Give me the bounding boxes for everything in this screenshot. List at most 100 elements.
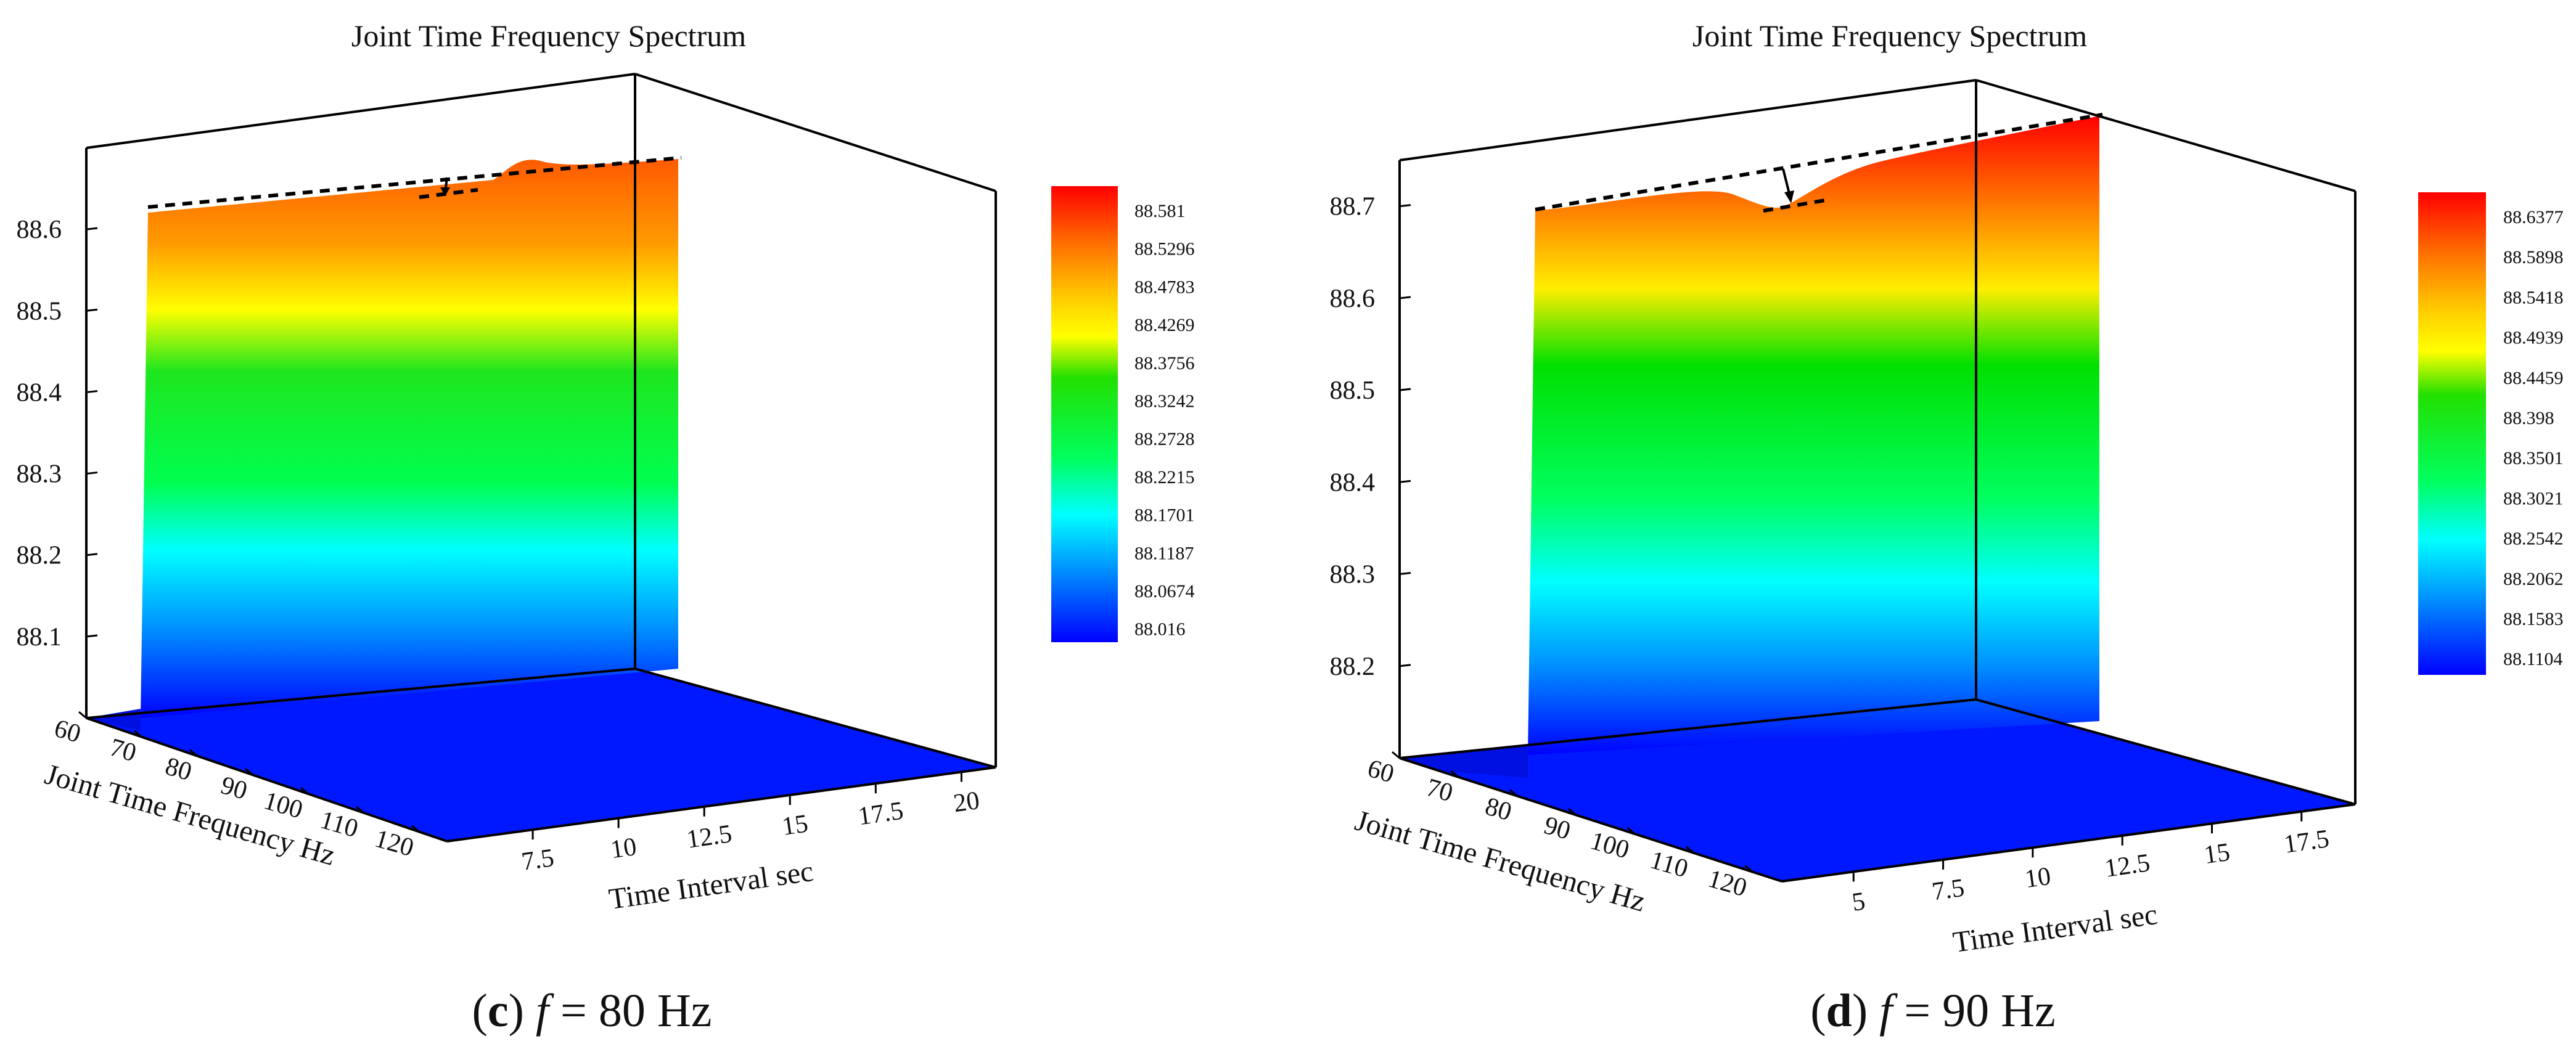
z-tick-label: 88.7 <box>1330 193 1376 221</box>
colorbar-labels: 88.6377 88.5898 88.5418 88.4939 88.4459 88.39… <box>2503 207 2564 669</box>
z-tick-label: 88.6 <box>17 216 62 244</box>
y-tick-mark <box>1685 846 1694 854</box>
x-tick-label: 12.5 <box>685 820 734 854</box>
z-ticks: 88.1 88.2 88.3 88.4 88.5 88.6 <box>17 216 98 651</box>
z-tick-mark <box>86 227 98 231</box>
y-tick-label: 110 <box>1647 846 1691 883</box>
colorbar-label: 88.1583 <box>2503 609 2564 629</box>
y-tick-label: 100 <box>1587 826 1632 865</box>
z-tick-label: 88.5 <box>1330 377 1376 405</box>
z-tick-label: 88.3 <box>1330 561 1376 589</box>
colorbar-label: 88.0674 <box>1134 581 1195 602</box>
z-tick-label: 88.4 <box>1330 468 1376 497</box>
colorbar-label: 88.2728 <box>1134 429 1195 449</box>
x-axis-label: Time Interval sec <box>607 855 815 916</box>
y-tick-mark <box>1568 808 1577 816</box>
colorbar-label: 88.4939 <box>2503 328 2564 348</box>
x-ticks: 5 7.5 10 12.5 15 17.5 <box>1850 811 2331 917</box>
y-tick-label: 90 <box>218 771 250 806</box>
z-tick-label: 88.2 <box>17 542 62 570</box>
z-tick-mark <box>86 308 98 312</box>
colorbar-label: 88.5418 <box>2503 287 2564 308</box>
z-tick-label: 88.5 <box>17 297 62 325</box>
colorbar <box>1051 186 1118 642</box>
trend-annotation <box>147 156 682 209</box>
z-tick-mark <box>86 553 98 557</box>
x-axis-label: Time Interval sec <box>1951 898 2159 959</box>
surface-wall <box>141 159 678 718</box>
x-tick-label: 7.5 <box>1930 874 1966 907</box>
y-tick-label: 60 <box>51 714 84 749</box>
colorbar-label: 88.016 <box>1134 619 1186 640</box>
axes-box <box>85 73 997 843</box>
x-tick-label: 5 <box>1850 887 1867 916</box>
panel-d: Joint Time Frequency Spectrum 88.2 88.3 88… <box>1330 18 2564 1037</box>
z-tick-label: 88.2 <box>1330 653 1376 681</box>
y-tick-label: 90 <box>1541 811 1573 846</box>
colorbar-label: 88.2062 <box>2503 569 2564 589</box>
y-tick-label: 120 <box>1705 865 1750 903</box>
y-tick-label: 80 <box>1482 792 1515 826</box>
y-tick-mark <box>1392 751 1400 759</box>
trend-annotation <box>1535 113 2103 213</box>
colorbar-label: 88.1701 <box>1134 505 1195 526</box>
y-tick-mark <box>134 730 142 738</box>
caption: (c) f = 80 Hz <box>472 985 712 1037</box>
y-tick-label: 100 <box>261 786 306 825</box>
chart-title: Joint Time Frequency Spectrum <box>1692 18 2087 53</box>
x-tick-label: 7.5 <box>520 844 556 876</box>
panel-c: Joint Time Frequency Spectrum 88.188.288… <box>17 18 1195 1037</box>
y-tick-mark <box>1509 789 1518 797</box>
colorbar-label: 88.1104 <box>2503 649 2562 669</box>
y-tick-mark <box>300 786 309 795</box>
y-tick-mark <box>411 825 420 833</box>
x-tick-label: 15 <box>780 809 810 841</box>
x-ticks: 7.5 10 12.5 15 17.5 20 <box>520 772 982 876</box>
surface-wall <box>1528 116 2099 755</box>
x-tick-label: 17.5 <box>856 796 905 831</box>
chart-title: Joint Time Frequency Spectrum <box>351 18 746 53</box>
colorbar-label: 88.4269 <box>1134 315 1195 335</box>
colorbar-label: 88.398 <box>2503 408 2554 428</box>
z-tick-mark <box>86 634 98 638</box>
y-tick-label: 120 <box>372 825 417 863</box>
z-tick-mark <box>1399 388 1411 391</box>
y-tick-label: 60 <box>1364 754 1397 789</box>
colorbar-label: 88.1187 <box>1134 543 1194 563</box>
colorbar-label: 88.5898 <box>2503 247 2564 267</box>
y-tick-mark <box>1744 865 1754 873</box>
colorbar-label: 88.3021 <box>2503 488 2564 508</box>
z-tick-mark <box>1399 664 1411 667</box>
z-tick-mark <box>1399 572 1411 576</box>
z-tick-mark <box>86 390 98 393</box>
z-tick-mark <box>1399 480 1411 483</box>
x-tick-label: 12.5 <box>2103 849 2152 883</box>
z-tick-label: 88.6 <box>1330 285 1376 313</box>
x-tick-label: 10 <box>2023 862 2053 894</box>
y-tick-label: 70 <box>107 733 139 768</box>
y-tick-mark <box>356 806 364 814</box>
caption: (d) f = 90 Hz <box>1810 985 2056 1037</box>
colorbar-label: 88.3756 <box>1134 353 1195 373</box>
x-tick-label: 20 <box>952 786 982 818</box>
axes-box <box>1398 79 2357 883</box>
z-tick-mark <box>1399 204 1411 208</box>
y-tick-label: 70 <box>1423 773 1456 808</box>
y-tick-label: 80 <box>162 752 195 786</box>
colorbar-label: 88.5296 <box>1134 239 1195 259</box>
y-tick-mark <box>78 711 87 719</box>
colorbar-labels: 88.581 88.5296 88.4783 88.4269 88.3756 88.324… <box>1134 201 1195 640</box>
surface-floor <box>86 669 996 841</box>
x-tick-label: 15 <box>2202 838 2232 870</box>
colorbar-label: 88.3501 <box>2503 448 2564 468</box>
z-tick-mark <box>1399 296 1411 300</box>
y-tick-mark <box>1450 770 1459 778</box>
surface-side <box>1400 746 1528 778</box>
colorbar-label: 88.4459 <box>2503 368 2564 388</box>
x-tick-label: 17.5 <box>2282 825 2331 859</box>
z-tick-mark <box>86 471 98 475</box>
colorbar-label: 88.6377 <box>2503 207 2564 227</box>
colorbar-label: 88.2215 <box>1134 467 1195 488</box>
y-tick-mark <box>1626 826 1636 835</box>
colorbar-label: 88.581 <box>1134 201 1186 221</box>
